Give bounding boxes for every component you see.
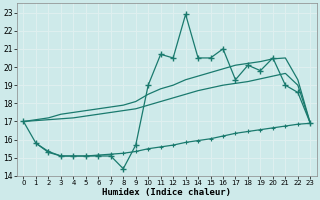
X-axis label: Humidex (Indice chaleur): Humidex (Indice chaleur) [102, 188, 231, 197]
